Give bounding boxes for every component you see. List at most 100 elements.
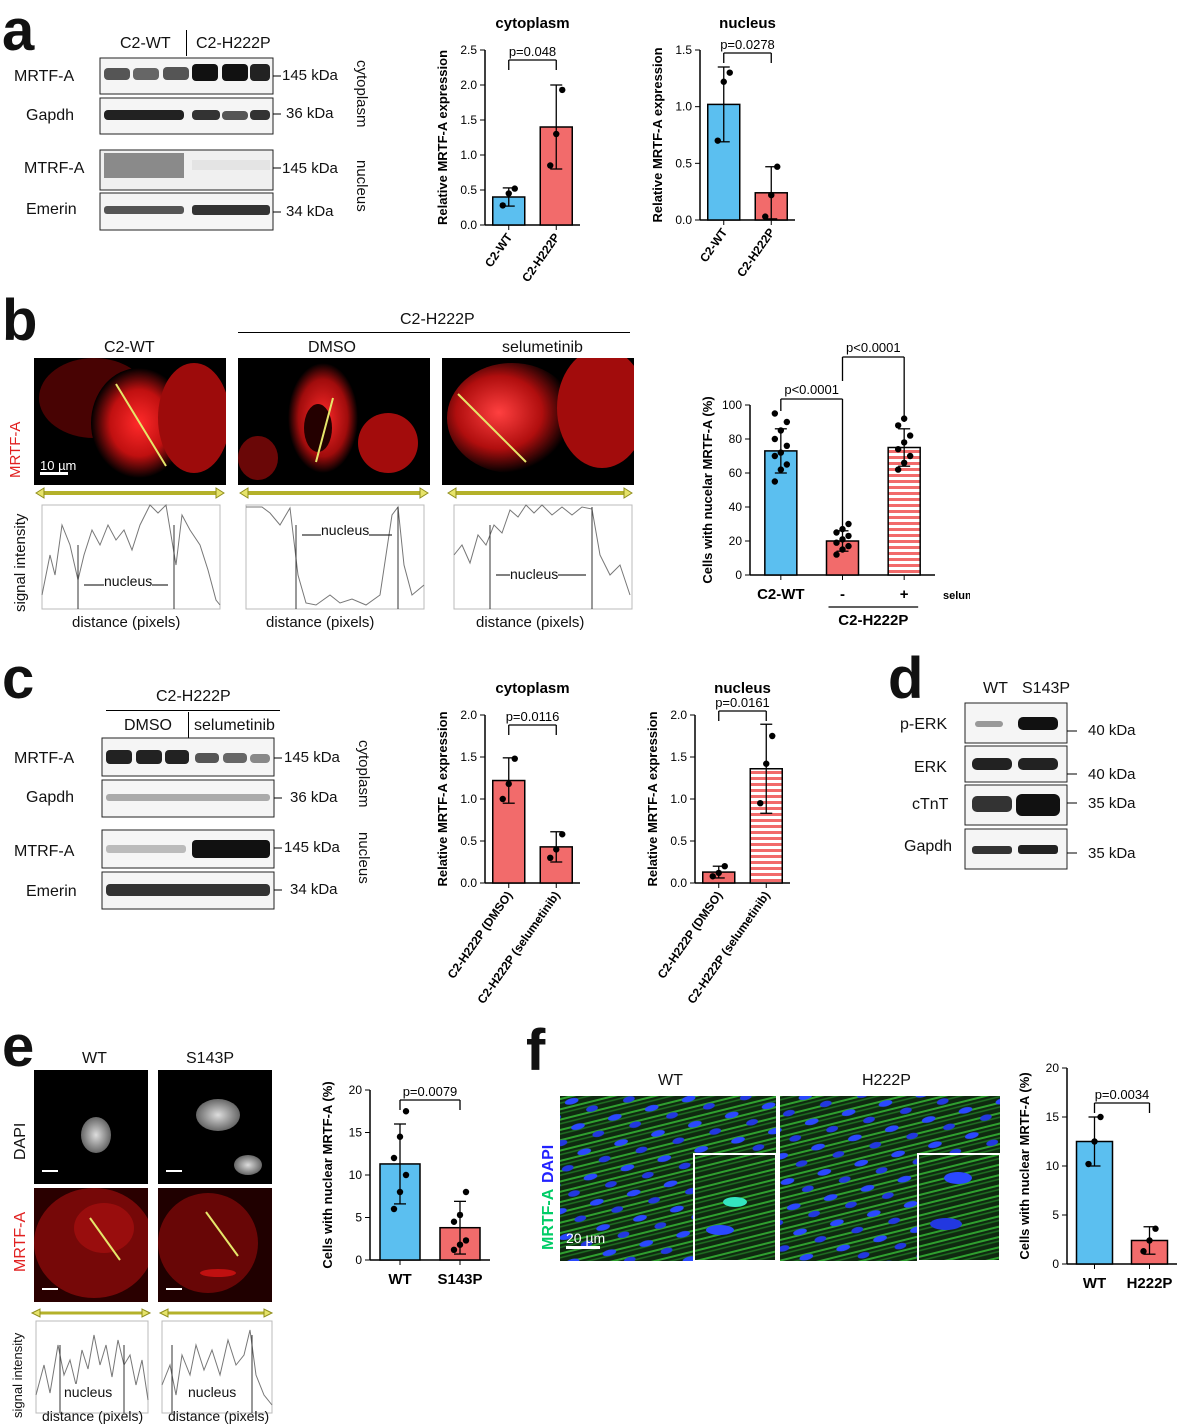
data-point (894, 446, 902, 453)
x-tick-label: C2-H222P (selumetinib) (684, 889, 772, 1007)
kda-label: 34 kDa (286, 203, 334, 220)
y-tick-label: 0 (1052, 1257, 1059, 1271)
data-point (771, 435, 779, 443)
image-label-dmso: DMSO (308, 339, 356, 356)
profile-ylabel: signal intensity (10, 1332, 25, 1418)
row-label-p-erk: p-ERK (900, 716, 948, 733)
stain-label-dapi: DAPI (12, 1122, 29, 1160)
data-point (768, 191, 775, 199)
kda-label: 145 kDa (284, 839, 340, 856)
profile-arrow (35, 487, 633, 499)
y-axis-label: Relative MRTF-A expression (645, 711, 660, 886)
y-tick-label: 20 (1046, 1061, 1060, 1075)
blot-strip (964, 784, 1068, 826)
data-point (771, 452, 779, 460)
micrograph-c2-wt (34, 358, 226, 485)
y-tick-label: 1.0 (670, 792, 687, 806)
data-point (783, 461, 791, 468)
kda-label: 145 kDa (282, 160, 338, 177)
micrograph-e-mrtf-s143p (158, 1188, 272, 1302)
x-tick-label: + (900, 586, 909, 603)
row-label-erk: ERK (914, 759, 947, 776)
data-point (839, 536, 846, 543)
blot-strip (964, 702, 1068, 744)
image-label-c2-wt: C2-WT (104, 339, 155, 356)
data-point (721, 863, 728, 870)
data-point (833, 529, 840, 536)
row-label-mrtf-a: MRTF-A (14, 750, 75, 767)
data-point (839, 546, 846, 553)
data-point (720, 78, 727, 85)
stain-label-dapi: DAPI (540, 1144, 557, 1183)
panel-label-c: c (2, 646, 35, 711)
row-label-ctnt: cTnT (912, 796, 949, 813)
row-label-emerin: Emerin (26, 883, 77, 900)
stain-label-mrtf-a: MRTF-A (540, 1188, 557, 1250)
chart-c-cyto: cytoplasm 0.0 0.5 1.0 1.5 2.0 Relative MRTF-A … (435, 680, 580, 1007)
data-point (709, 873, 716, 880)
data-point (462, 1237, 470, 1244)
fraction-label-nucleus: nucleus (355, 832, 372, 884)
y-tick-label: 0.5 (675, 156, 692, 170)
data-point (559, 831, 566, 838)
y-tick-label: 0.5 (460, 183, 477, 197)
group-label-dmso: DMSO (124, 717, 172, 734)
y-tick-label: 1.5 (670, 750, 687, 764)
data-point (402, 1171, 410, 1179)
y-tick-label: 0.0 (460, 876, 477, 890)
profile-region-label: nucleus (188, 1384, 237, 1400)
x-tick-label: C2-H222P (selumetinib) (474, 889, 562, 1007)
data-point (390, 1205, 398, 1213)
image-label-wt: WT (82, 1050, 107, 1067)
kda-label: 40 kDa (1088, 766, 1136, 783)
y-tick-label: 1.0 (675, 100, 692, 114)
y-tick-label: 0.0 (670, 876, 687, 890)
y-tick-label: 15 (349, 1126, 363, 1140)
profile-xlabel: distance (pixels) (42, 1408, 144, 1424)
chart-e-bar: 0 5 10 15 20 Cells with nuclear MRTF-A (%) WT S… (320, 1081, 490, 1288)
image-label-wt: WT (658, 1072, 683, 1089)
fraction-label-cytoplasm: cytoplasm (355, 740, 372, 808)
chart-a-cyto: cytoplasm 0.0 0.5 1.0 1.5 2.0 2.5 Relative MRTF… (435, 15, 580, 285)
micrograph-f (560, 1096, 1000, 1261)
p-value-label: p=0.0278 (720, 37, 775, 52)
bar (749, 768, 783, 884)
p-value-label: p=0.0079 (403, 1084, 458, 1099)
kda-label: 145 kDa (282, 67, 338, 84)
data-point (505, 780, 512, 788)
chart-title: nucleus (714, 680, 771, 697)
p-value-label: p=0.0034 (1095, 1087, 1150, 1102)
x-tick-label: - (840, 586, 845, 603)
y-tick-label: 20 (349, 1083, 363, 1097)
y-tick-label: 2.0 (670, 708, 687, 722)
data-point (771, 478, 779, 485)
western-blot-c (101, 737, 282, 910)
data-point (1152, 1225, 1159, 1232)
y-tick-label: 1.5 (460, 113, 477, 127)
data-point (396, 1133, 404, 1140)
y-tick-label: 2.0 (460, 78, 477, 92)
p-value-label: p<0.0001 (846, 340, 901, 355)
data-point (833, 539, 840, 546)
scale-bar-label: 20 µm (566, 1230, 606, 1246)
blot-strip (101, 737, 275, 777)
x-tick-label: WT (388, 1271, 411, 1288)
row-label-mtrf-a: MTRF-A (14, 843, 75, 860)
data-point (559, 86, 566, 94)
y-axis-label: Relative MRTF-A expression (435, 50, 450, 225)
y-tick-label: 5 (1052, 1208, 1059, 1222)
y-tick-label: 0.0 (460, 218, 477, 232)
micrograph-selumetinib (442, 358, 634, 485)
y-tick-label: 40 (729, 500, 743, 514)
data-point (553, 130, 560, 138)
blot-strip (964, 745, 1068, 783)
micrograph-dmso (238, 358, 430, 485)
data-point (547, 854, 554, 861)
blot-strip (101, 779, 275, 818)
kda-label: 35 kDa (1088, 845, 1136, 862)
y-tick-label: 0 (355, 1253, 362, 1267)
data-point (1085, 1160, 1092, 1168)
panel-label-f: f (526, 1018, 546, 1083)
y-axis-label: Relative MRTF-A expression (650, 47, 665, 222)
row-label-gapdh: Gapdh (26, 789, 75, 806)
